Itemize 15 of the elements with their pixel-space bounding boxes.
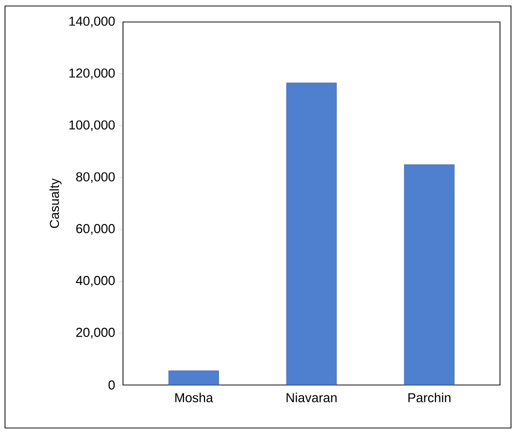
y-axis-title: Casualty: [50, 178, 62, 228]
bar: [168, 370, 219, 385]
y-tick-label: 120,000: [69, 68, 115, 80]
y-tick-label: 80,000: [76, 172, 115, 183]
x-tick-label: Mosha: [175, 392, 214, 402]
y-tick-label: 100,000: [69, 120, 115, 132]
bar: [404, 164, 455, 385]
y-tick-label: 0: [108, 380, 115, 390]
x-tick-label: Niavaran: [286, 392, 337, 402]
y-tick-label: 60,000: [76, 224, 115, 235]
y-tick-label: 40,000: [76, 276, 115, 287]
x-tick-label: Parchin: [408, 392, 450, 402]
y-tick-label: 140,000: [69, 16, 115, 28]
y-tick-label: 20,000: [76, 328, 115, 338]
bar: [286, 82, 337, 385]
